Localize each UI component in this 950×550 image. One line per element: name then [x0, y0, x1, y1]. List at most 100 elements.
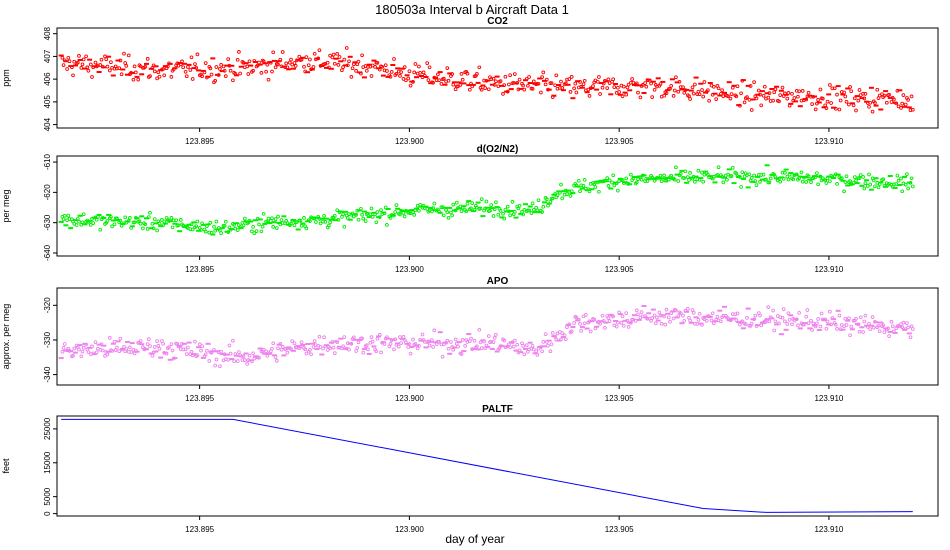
data-point: [518, 212, 524, 215]
data-point: [780, 315, 785, 320]
data-point: [290, 339, 295, 344]
data-point: [199, 348, 203, 353]
data-point: [542, 79, 547, 82]
data-point: [105, 352, 110, 357]
data-point: [719, 319, 723, 324]
data-point: [262, 352, 268, 355]
data-point: [196, 346, 202, 349]
data-point: [777, 321, 781, 326]
data-point: [183, 347, 188, 352]
data-point: [417, 64, 421, 69]
data-point: [110, 219, 116, 222]
data-point: [605, 176, 610, 180]
data-point: [617, 90, 621, 94]
data-point: [126, 53, 131, 58]
data-point: [818, 174, 823, 179]
data-point: [361, 210, 367, 213]
data-point: [810, 102, 814, 106]
data-point: [66, 55, 71, 60]
data-point: [549, 81, 554, 85]
data-point: [65, 67, 69, 71]
data-point: [333, 57, 339, 60]
data-point: [328, 67, 334, 70]
data-point: [759, 90, 765, 93]
data-point: [146, 215, 151, 219]
data-point: [816, 182, 820, 187]
data-point: [276, 62, 280, 67]
data-point: [815, 321, 819, 326]
data-point: [684, 181, 690, 184]
data-point: [305, 71, 311, 74]
data-point: [377, 333, 382, 337]
data-point: [679, 88, 685, 91]
data-point: [224, 353, 230, 356]
data-point: [388, 216, 393, 220]
panel-title: PALTF: [482, 404, 513, 415]
data-point: [144, 62, 149, 65]
data-point: [745, 95, 749, 99]
data-point: [563, 337, 568, 342]
data-point: [200, 344, 204, 349]
data-point: [347, 218, 353, 221]
data-point: [148, 344, 152, 348]
data-point: [469, 336, 473, 341]
data-point: [259, 71, 264, 75]
data-point: [120, 348, 126, 351]
data-point: [210, 350, 216, 353]
data-point: [191, 353, 197, 356]
data-point: [190, 77, 195, 81]
data-point: [894, 101, 899, 106]
data-point: [109, 60, 113, 65]
data-point: [771, 98, 775, 103]
data-point: [548, 349, 553, 354]
data-point: [847, 316, 851, 321]
data-point: [691, 91, 696, 96]
data-point: [229, 358, 235, 360]
data-point: [797, 327, 803, 330]
data-point: [399, 341, 403, 345]
data-point: [630, 77, 634, 81]
data-point: [806, 90, 811, 95]
data-point: [658, 82, 663, 86]
data-point: [597, 189, 601, 194]
data-point: [685, 306, 690, 311]
data-point: [447, 72, 453, 75]
data-point: [624, 92, 629, 97]
data-point: [681, 85, 685, 90]
data-point: [829, 322, 833, 327]
data-point: [356, 340, 361, 345]
data-point: [843, 316, 848, 321]
data-point: [164, 351, 169, 356]
data-point: [764, 164, 770, 167]
data-point: [773, 319, 778, 324]
data-point: [96, 214, 102, 216]
data-point: [433, 76, 438, 79]
data-point: [619, 320, 624, 325]
data-point: [511, 344, 516, 349]
data-point: [709, 318, 714, 323]
data-point: [305, 343, 311, 345]
data-point: [214, 357, 219, 362]
data-point: [66, 213, 71, 218]
data-point: [232, 359, 236, 364]
data-point: [527, 75, 531, 79]
panel-apo: APO approx. per meg -340 -330 -320 123.895 123…: [1, 276, 939, 403]
data-point: [174, 218, 178, 223]
data-point: [489, 348, 495, 350]
data-point: [861, 175, 865, 179]
data-point: [650, 95, 655, 99]
data-point: [759, 178, 765, 181]
data-point: [845, 319, 851, 322]
data-point: [862, 186, 867, 191]
data-point: [328, 53, 332, 58]
data-point: [172, 67, 178, 70]
data-point: [908, 335, 913, 340]
data-point: [299, 223, 304, 228]
data-point: [578, 322, 582, 326]
data-point: [115, 219, 121, 222]
data-point: [205, 342, 211, 345]
data-point: [376, 335, 382, 338]
data-point: [889, 100, 894, 104]
data-point: [480, 215, 486, 218]
data-point: [248, 64, 254, 67]
